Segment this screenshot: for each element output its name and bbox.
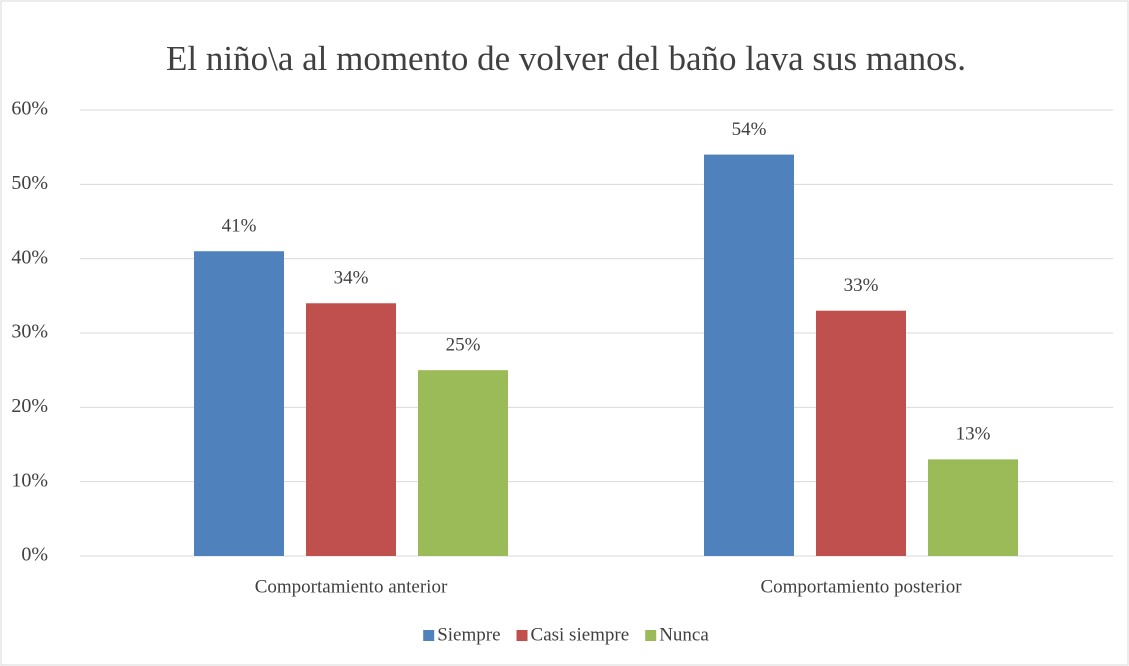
- legend-label: Siempre: [437, 624, 500, 645]
- bar: [928, 459, 1018, 556]
- legend-swatch: [423, 630, 435, 641]
- data-label: 33%: [844, 275, 879, 296]
- y-tick-label: 10%: [11, 469, 48, 491]
- bar: [418, 370, 508, 556]
- x-tick-label: Comportamiento anterior: [255, 576, 448, 597]
- bar: [194, 251, 284, 556]
- y-tick-label: 30%: [11, 321, 48, 343]
- data-label: 54%: [732, 119, 767, 140]
- data-label: 25%: [446, 335, 481, 356]
- y-tick-label: 40%: [11, 246, 48, 268]
- bar: [816, 310, 906, 556]
- data-label: 13%: [956, 424, 991, 445]
- legend-swatch: [645, 630, 657, 641]
- data-label: 34%: [334, 268, 369, 289]
- y-tick-label: 50%: [11, 172, 48, 194]
- x-tick-label: Comportamiento posterior: [760, 576, 962, 597]
- legend-label: Nunca: [659, 624, 709, 645]
- legend-label: Casi siempre: [531, 624, 630, 645]
- bar: [704, 154, 794, 556]
- chart-title: El niño\a al momento de volver del baño …: [166, 39, 966, 78]
- data-label: 41%: [222, 216, 257, 237]
- y-tick-label: 0%: [21, 544, 48, 566]
- bar: [306, 303, 396, 556]
- legend-swatch: [516, 630, 528, 641]
- y-tick-label: 60%: [11, 98, 48, 120]
- y-tick-label: 20%: [11, 395, 48, 417]
